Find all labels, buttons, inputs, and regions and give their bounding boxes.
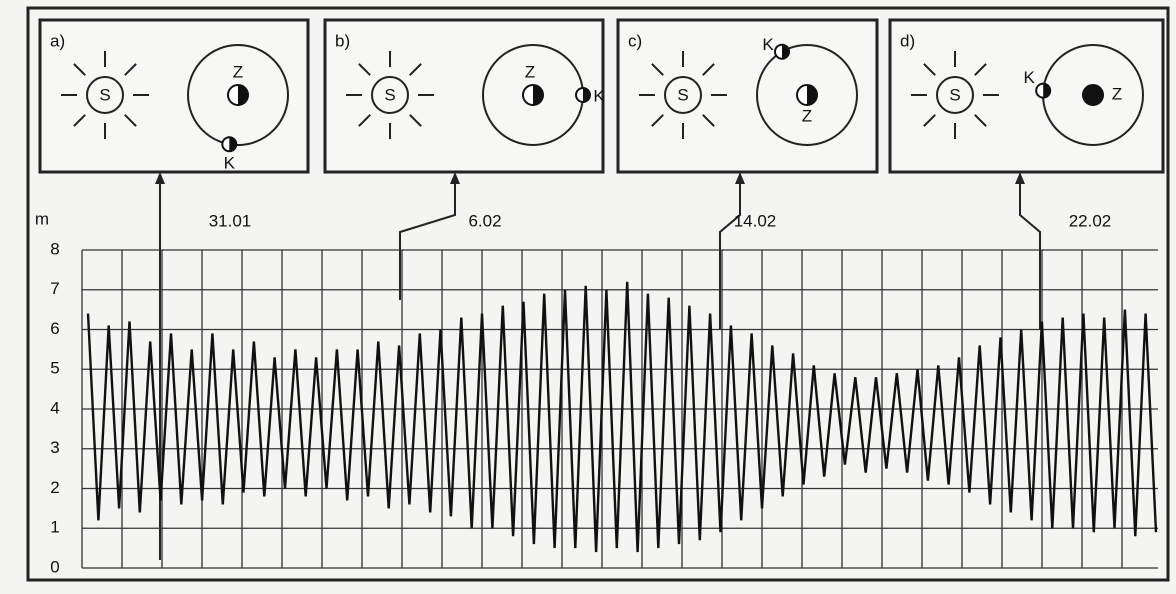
date-label: 22.02 [1069, 211, 1112, 230]
arrow-head [155, 172, 165, 184]
panel-frame [618, 20, 877, 172]
panel-label: b) [335, 31, 350, 50]
tide-curve [88, 282, 1156, 552]
sun-label: S [677, 85, 688, 104]
sun-label: S [99, 85, 110, 104]
date-label: 14.02 [734, 211, 777, 230]
y-tick-label: 0 [50, 557, 59, 576]
moon-label: K [1024, 68, 1036, 87]
arrow-head [450, 172, 460, 184]
sun-label: S [949, 85, 960, 104]
arrow-d [1020, 178, 1040, 330]
earth [1083, 85, 1103, 105]
panel-label: c) [628, 31, 642, 50]
earth-label: Z [802, 106, 812, 125]
y-tick-label: 3 [50, 438, 59, 457]
sun-label: S [384, 85, 395, 104]
earth-label: Z [525, 62, 535, 81]
y-tick-label: 6 [50, 319, 59, 338]
arrow-head [735, 172, 745, 184]
moon-label: K [762, 35, 774, 54]
tide-diagram: 0 1 2 3 4 5 6 7 8m a) S Z K 31.01 b) S Z K 6.02 c) S Z K 14.02 d… [0, 0, 1176, 594]
y-tick-label: 8 [50, 239, 59, 258]
y-axis-label: m [35, 209, 49, 228]
moon-label: K [593, 86, 605, 105]
y-tick-label: 2 [50, 478, 59, 497]
arrow-head [1015, 172, 1025, 184]
panel-label: d) [900, 31, 915, 50]
panel-frame [40, 20, 308, 172]
panel-frame [325, 20, 603, 172]
y-tick-label: 4 [50, 398, 59, 417]
y-tick-label: 5 [50, 359, 59, 378]
earth-label: Z [1112, 84, 1122, 103]
arrow-heads [155, 172, 1025, 184]
arrow-b [400, 178, 455, 300]
panel-label: a) [50, 31, 65, 50]
date-label: 31.01 [209, 211, 252, 230]
y-tick-label: 1 [50, 518, 59, 537]
date-label: 6.02 [468, 211, 501, 230]
y-tick-label: 7 [50, 279, 59, 298]
earth-label: Z [233, 62, 243, 81]
arrow-c [720, 178, 740, 330]
moon-label: K [224, 154, 236, 173]
